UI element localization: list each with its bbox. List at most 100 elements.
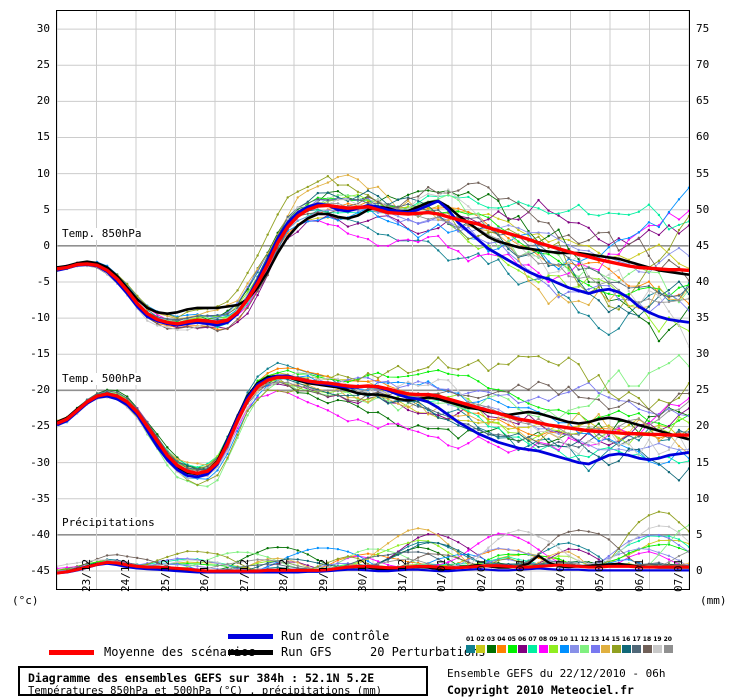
perturbation-swatch-14 (601, 645, 611, 653)
perturbation-number-16: 16 (622, 636, 631, 643)
perturbation-swatch-18 (642, 645, 652, 653)
perturbation-number-20: 20 (663, 636, 672, 643)
panel-label-t500: Temp. 500hPa (61, 371, 143, 385)
x-tick-5: 28/12 (277, 558, 291, 592)
x-tick-1: 24/12 (119, 558, 133, 592)
y-tick-left-7: -5 (36, 274, 50, 288)
credit-box: Ensemble GEFS du 22/12/2010 - 06h Copyri… (447, 664, 737, 697)
y-tick-right-11: 20 (696, 419, 710, 433)
y-tick-left-9: -15 (30, 347, 50, 361)
x-tick-10: 02/01 (474, 558, 488, 592)
footer-title-box: Diagramme des ensembles GEFS sur 384h : … (18, 666, 428, 697)
run-info: Ensemble GEFS du 22/12/2010 - 06h (447, 667, 666, 680)
x-tick-8: 31/12 (395, 558, 409, 592)
perturbation-number-09: 09 (549, 636, 558, 643)
x-tick-0: 23/12 (79, 558, 93, 592)
copyright: Copyright 2010 Meteociel.fr (447, 683, 634, 697)
x-tick-11: 03/01 (514, 558, 528, 592)
perturbation-swatch-12 (580, 645, 590, 653)
x-tick-2: 25/12 (158, 558, 172, 592)
footer-title: Diagramme des ensembles GEFS sur 384h : … (28, 671, 375, 685)
y-tick-left-6: 0 (43, 238, 50, 252)
perturbation-swatch-05 (507, 645, 517, 653)
perturbation-number-17: 17 (632, 636, 641, 643)
y-tick-right-7: 40 (696, 274, 710, 288)
y-axis-right: 75 70 65 60 55 50 45 40 35 30 25 20 15 10 5 0 (696, 10, 738, 590)
y-tick-right-13: 10 (696, 491, 710, 505)
perturbation-swatch-11 (570, 645, 579, 653)
y-tick-left-0: 30 (36, 22, 50, 36)
y-tick-right-6: 45 (696, 238, 710, 252)
legend-swatch-gfs (228, 650, 273, 655)
y-tick-right-15: 0 (696, 563, 703, 577)
legend-label-mean: Moyenne des scénarios (104, 645, 256, 659)
y-tick-right-8: 35 (696, 311, 710, 325)
perturbation-swatch-16 (622, 645, 631, 653)
x-tick-15: 07/01 (672, 558, 686, 592)
legend: Moyenne des scénarios Run de contrôle Ru… (0, 628, 740, 662)
x-tick-13: 05/01 (593, 558, 607, 592)
legend-label-perturbations: 20 Perturbations (370, 645, 486, 659)
panel-label-precip: Précipitations (61, 516, 156, 530)
y-tick-left-14: -40 (30, 527, 50, 541)
perturbation-number-19: 19 (653, 636, 662, 643)
perturbation-number-08: 08 (538, 636, 548, 643)
legend-label-control: Run de contrôle (281, 629, 390, 643)
y-tick-right-3: 60 (696, 130, 710, 144)
y-tick-left-3: 15 (36, 130, 50, 144)
y-tick-left-15: -45 (30, 563, 50, 577)
perturbation-swatch-10 (559, 645, 569, 653)
y-tick-right-2: 65 (696, 94, 710, 108)
perturbation-number-14: 14 (601, 636, 610, 643)
x-tick-14: 06/01 (632, 558, 646, 592)
perturbation-swatch-15 (611, 645, 621, 653)
legend-swatch-mean (49, 650, 94, 655)
perturbation-swatch-02 (476, 645, 486, 653)
y-tick-left-10: -20 (30, 383, 50, 397)
perturbation-number-13: 13 (590, 636, 600, 643)
perturbation-swatch-17 (632, 645, 642, 653)
x-tick-3: 26/12 (198, 558, 212, 592)
perturbation-number-03: 03 (486, 636, 496, 643)
perturbation-swatch-19 (653, 645, 663, 653)
perturbation-number-05: 05 (507, 636, 516, 643)
y-axis-left-unit: (°c) (12, 594, 39, 607)
y-tick-left-5: 5 (43, 202, 50, 216)
y-tick-left-8: -10 (30, 311, 50, 325)
y-tick-right-12: 15 (696, 455, 710, 469)
perturbation-number-02: 02 (476, 636, 485, 643)
y-axis-left: 30 25 20 15 10 5 0 -5 -10 -15 -20 -25 -30 -35 -40 -45 (0, 10, 50, 590)
y-tick-right-9: 30 (696, 347, 710, 361)
perturbation-swatch-13 (590, 645, 600, 653)
x-tick-12: 04/01 (553, 558, 567, 592)
y-tick-left-13: -35 (30, 491, 50, 505)
y-tick-left-1: 25 (36, 58, 50, 72)
x-tick-4: 27/12 (237, 558, 251, 592)
y-tick-right-0: 75 (696, 22, 710, 36)
perturbation-swatch-20 (663, 645, 673, 653)
x-tick-7: 30/12 (356, 558, 370, 592)
perturbation-swatch-08 (538, 645, 548, 653)
perturbation-number-07: 07 (528, 636, 537, 643)
perturbation-number-10: 10 (559, 636, 568, 643)
y-tick-right-4: 55 (696, 166, 710, 180)
perturbation-number-11: 11 (570, 636, 579, 643)
perturbation-number-12: 12 (580, 636, 589, 643)
series-lines (57, 173, 689, 575)
y-tick-left-2: 20 (36, 94, 50, 108)
perturbation-number-04: 04 (497, 636, 506, 643)
y-tick-right-1: 70 (696, 58, 710, 72)
perturbation-number-01: 01 (466, 636, 475, 643)
perturbation-swatch-01 (466, 645, 475, 653)
y-tick-left-4: 10 (36, 166, 50, 180)
panel-label-t850: Temp. 850hPa (61, 227, 143, 241)
perturbation-swatch-04 (497, 645, 507, 653)
y-tick-right-10: 25 (696, 383, 710, 397)
perturbation-swatch-03 (486, 645, 496, 653)
perturbation-swatch-06 (518, 645, 527, 653)
y-tick-right-14: 5 (696, 527, 703, 541)
perturbation-number-18: 18 (642, 636, 652, 643)
legend-label-gfs: Run GFS (281, 645, 332, 659)
y-tick-left-11: -25 (30, 419, 50, 433)
